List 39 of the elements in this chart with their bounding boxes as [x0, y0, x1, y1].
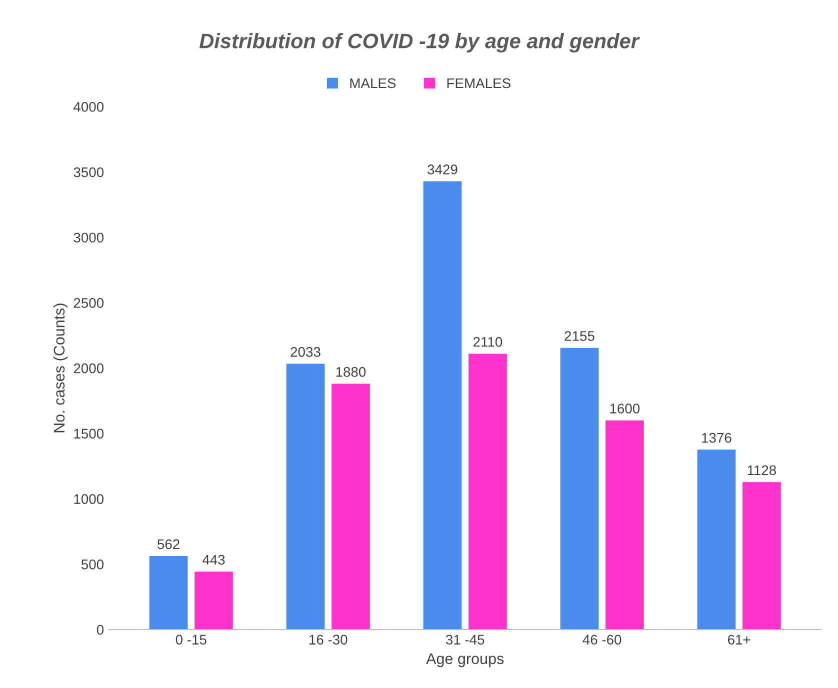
x-tick-label: 46 -60: [582, 634, 622, 645]
data-label: 1128: [748, 465, 776, 476]
bar: [560, 348, 599, 630]
chart-title: Distribution of COVID -19 by age and gender: [199, 33, 640, 52]
bar: [468, 354, 507, 630]
data-label: 2110: [473, 336, 502, 347]
data-label: 3429: [428, 164, 458, 174]
y-tick-label: 1000: [74, 494, 104, 504]
y-tick-label: 0: [96, 624, 104, 635]
bar: [605, 420, 644, 630]
data-label: 2033: [290, 347, 320, 357]
legend-label: MALES: [350, 78, 396, 88]
y-tick-label: 3000: [74, 232, 104, 243]
y-axis-title: No. cases (Counts): [53, 304, 68, 432]
data-label: 1600: [610, 404, 640, 414]
bar: [697, 450, 736, 630]
data-label: 1376: [702, 432, 732, 443]
y-tick-label: 4000: [74, 102, 104, 112]
bar: [286, 364, 325, 630]
y-tick-label: 1500: [74, 428, 104, 439]
bar: [194, 572, 233, 630]
legend-label: FEMALES: [447, 78, 510, 88]
y-tick-label: 2500: [74, 298, 104, 308]
x-tick-label: 61+: [728, 634, 750, 645]
data-label: 443: [202, 554, 225, 565]
x-tick-label: 16 -30: [309, 634, 348, 645]
data-label: 2155: [564, 331, 594, 341]
bar: [149, 556, 188, 630]
bar: [423, 181, 462, 630]
x-tick-label: 31 -45: [446, 634, 484, 645]
y-tick-label: 2000: [74, 363, 104, 374]
y-tick-label: 3500: [74, 167, 104, 178]
data-label: 562: [157, 539, 180, 550]
x-axis-title: Age groups: [426, 653, 504, 668]
bar: [742, 482, 781, 630]
bar: [332, 384, 370, 630]
data-label: 1880: [336, 367, 366, 377]
y-tick-label: 500: [81, 559, 104, 570]
x-tick-label: 0 -15: [176, 634, 206, 645]
